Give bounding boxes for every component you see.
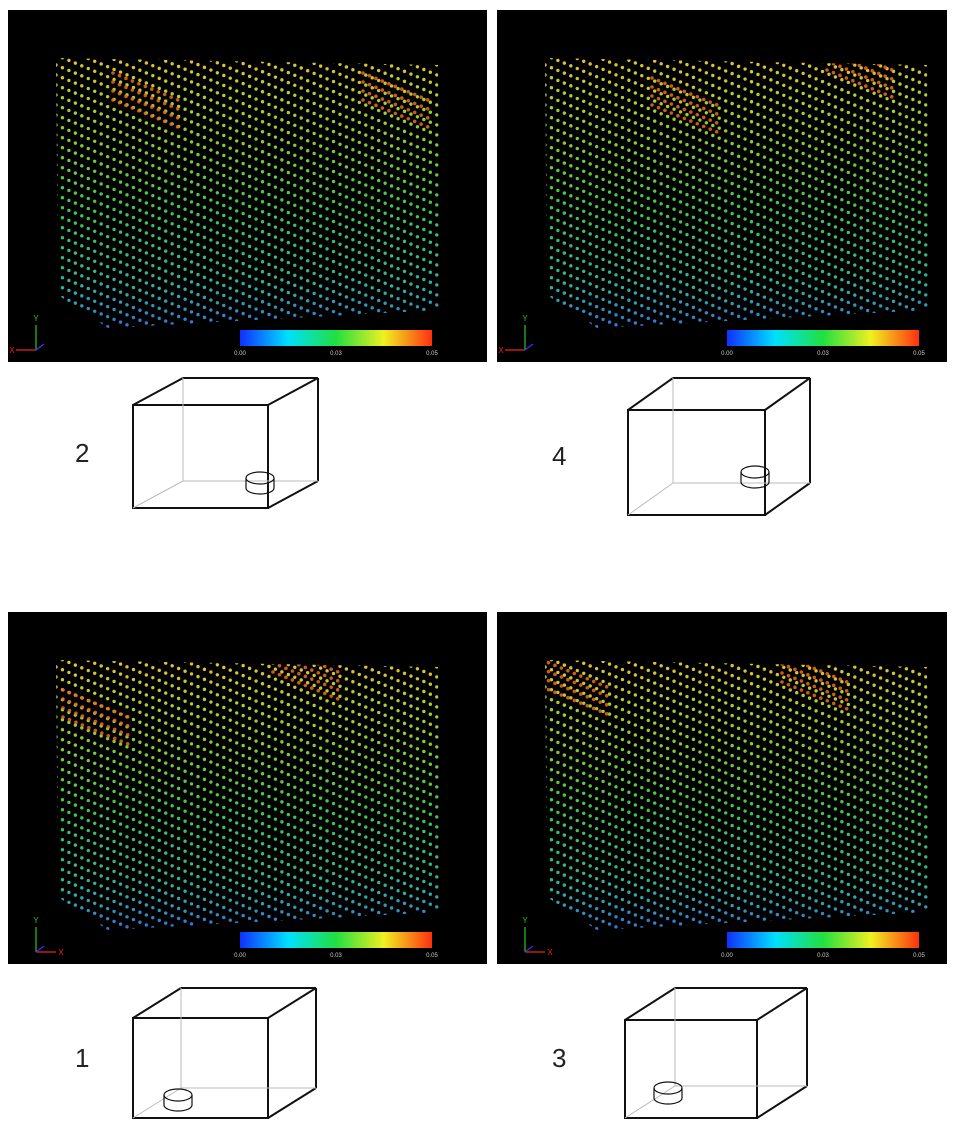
box-edge: [628, 378, 673, 410]
colorbar-label: 0.00: [234, 953, 246, 959]
panel: Y X 0.00 0.03 0.05: [497, 457, 947, 1099]
colorbar-label: 0.03: [817, 953, 829, 959]
panel-label: 4: [552, 441, 566, 471]
axis-label-x: X: [498, 346, 504, 355]
box-edge: [757, 1086, 807, 1118]
colorbar-label: 0.00: [721, 351, 733, 357]
figure: Y X 0.00 0.03 0.05 2 Y X 0.00 0.03 0.05 4 Y X 0.00 0.03…: [0, 0, 957, 1122]
panel-label: 3: [552, 1043, 566, 1073]
cylinder-top: [246, 472, 274, 484]
box-edge: [757, 988, 807, 1020]
colorbar-label: 0.03: [330, 351, 342, 357]
box-edge: [268, 988, 316, 1018]
axis-label-y: Y: [522, 916, 528, 925]
box-diagram: [133, 378, 318, 508]
colorbar: [240, 330, 432, 346]
point-row: [545, 467, 930, 629]
axis-label-x: X: [547, 948, 553, 957]
colorbar-label: 0.05: [426, 351, 438, 357]
cylinder-top: [164, 1089, 192, 1101]
colorbar-label: 0.03: [817, 351, 829, 357]
axis-label-x: X: [9, 346, 15, 355]
box-front: [625, 1020, 757, 1118]
box-diagram: [628, 378, 810, 515]
colorbar-label: 0.00: [234, 351, 246, 357]
cylinder-top: [654, 1082, 682, 1094]
axis-label-y: Y: [522, 314, 528, 323]
colorbar: [727, 330, 919, 346]
colorbar-label: 0.05: [913, 351, 925, 357]
box-edge: [765, 378, 810, 410]
colorbar-label: 0.05: [913, 953, 925, 959]
axis-label-y: Y: [33, 916, 39, 925]
box-front: [628, 410, 765, 515]
box-hidden: [133, 481, 183, 508]
box-edge: [625, 988, 675, 1020]
box-hidden: [625, 1086, 675, 1118]
box-edge: [765, 483, 810, 515]
box-diagram: [625, 988, 807, 1118]
box-edge: [133, 378, 183, 405]
box-front: [133, 405, 268, 508]
box-edge: [133, 988, 181, 1018]
box-hidden: [628, 483, 673, 515]
cylinder-side: [164, 1095, 192, 1111]
colorbar-label: 0.03: [330, 953, 342, 959]
box-edge: [268, 481, 318, 508]
box-edge: [268, 1088, 316, 1118]
render-background: [8, 612, 487, 964]
panel: Y X 0.00 0.03 0.05: [8, 0, 487, 497]
axis-label-y: Y: [33, 314, 39, 323]
cylinder-side: [246, 478, 274, 494]
panel-label: 2: [75, 438, 89, 468]
box-hidden: [133, 1088, 181, 1118]
box-diagram: [133, 988, 316, 1118]
colorbar-label: 0.00: [721, 953, 733, 959]
panel: Y X 0.00 0.03 0.05: [497, 0, 947, 497]
box-edge: [268, 378, 318, 405]
colorbar: [240, 932, 432, 948]
panel: Y X 0.00 0.03 0.05: [8, 457, 487, 1099]
box-front: [133, 1018, 268, 1118]
render-background: [8, 10, 487, 362]
point-row: [545, 457, 930, 619]
axis-label-x: X: [58, 948, 64, 957]
panel-label: 1: [75, 1043, 89, 1073]
colorbar-label: 0.05: [426, 953, 438, 959]
colorbar: [727, 932, 919, 948]
